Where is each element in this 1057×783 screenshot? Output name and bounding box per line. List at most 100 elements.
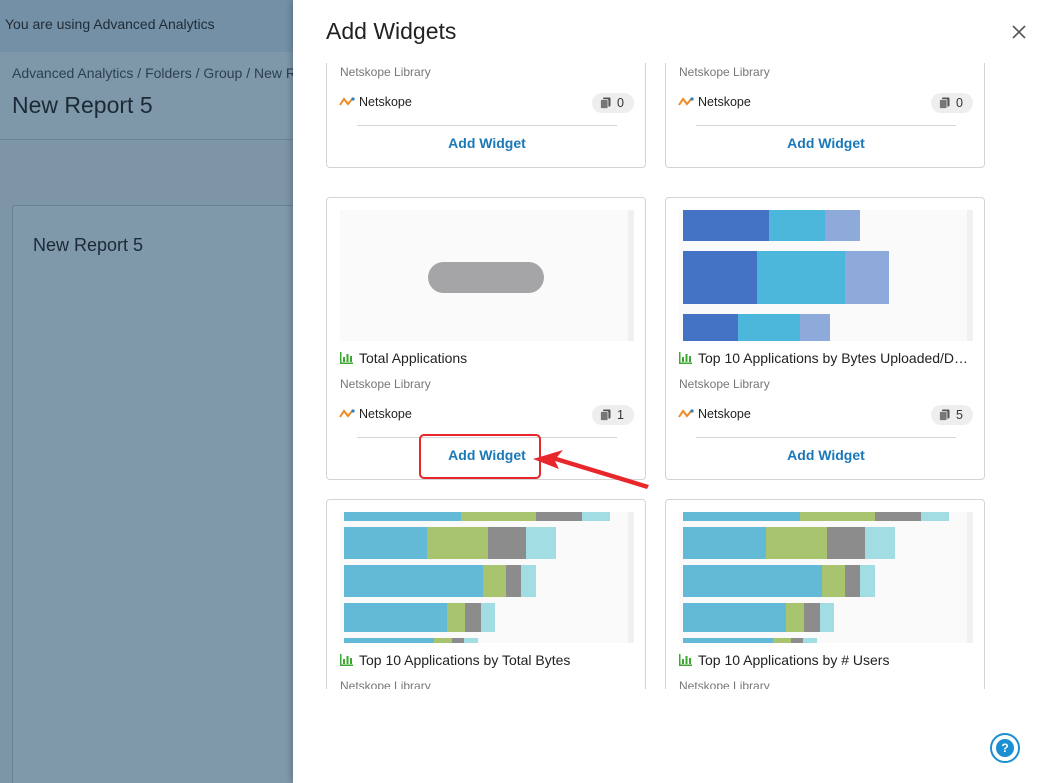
preview-bar <box>845 251 889 304</box>
preview-scrollbar <box>628 512 634 643</box>
preview-bar <box>791 638 803 643</box>
preview-bar <box>344 527 427 559</box>
preview-bar <box>827 527 865 559</box>
preview-bar <box>683 527 766 559</box>
card-brand-label: Netskope <box>359 95 412 109</box>
card-brand: Netskope <box>678 95 751 109</box>
preview-bar <box>344 638 434 643</box>
card-divider <box>357 125 617 126</box>
widget-preview <box>340 210 634 341</box>
usage-count-badge: 0 <box>592 93 634 113</box>
preview-bar <box>786 603 804 632</box>
copy-icon <box>939 97 950 109</box>
add-widget-button[interactable]: Add Widget <box>787 447 865 463</box>
preview-bar <box>875 512 921 521</box>
copy-icon <box>600 97 611 109</box>
card-title-text: Top 10 Applications by Bytes Uploaded/Do… <box>698 350 973 366</box>
add-widget-button[interactable]: Add Widget <box>448 447 526 463</box>
preview-bar <box>683 251 757 304</box>
preview-bar <box>683 512 800 521</box>
widget-card: Netskope Library Netskope 0 Add Widget <box>665 63 985 168</box>
preview-stacked-bar-chart <box>683 210 889 341</box>
page-header: Advanced Analytics / Folders / Group / N… <box>0 52 300 140</box>
preview-bar <box>820 603 834 632</box>
widget-card: Netskope Library Netskope 0 Add Widget <box>326 63 646 168</box>
preview-bar <box>773 638 791 643</box>
drawer-title: Add Widgets <box>326 18 457 44</box>
widget-list[interactable]: Netskope Library Netskope 0 Add Widget N… <box>293 63 1057 689</box>
preview-bar <box>683 638 773 643</box>
preview-bar <box>344 565 483 597</box>
preview-bar <box>344 603 447 632</box>
preview-bar <box>506 565 521 597</box>
add-widget-button[interactable]: Add Widget <box>448 135 526 151</box>
preview-bar <box>766 527 827 559</box>
preview-bar <box>465 603 481 632</box>
preview-bar <box>683 603 786 632</box>
annotation-highlight-box <box>419 434 541 479</box>
usage-count: 1 <box>617 408 624 422</box>
preview-bar <box>452 638 464 643</box>
preview-bar <box>344 512 461 521</box>
preview-bar <box>845 565 860 597</box>
card-brand-label: Netskope <box>698 95 751 109</box>
card-brand: Netskope <box>339 407 412 421</box>
bar-chart-icon <box>340 654 353 666</box>
preview-scrollbar <box>967 210 973 341</box>
widget-card-total-bytes: Top 10 Applications by Total Bytes Netsk… <box>326 499 646 689</box>
preview-bar <box>483 565 506 597</box>
preview-bar <box>464 638 478 643</box>
widget-preview <box>679 512 973 643</box>
widget-card-total-applications: Total Applications Netskope Library Nets… <box>326 197 646 480</box>
card-title: Top 10 Applications by Bytes Uploaded/Do… <box>679 350 973 366</box>
preview-bar <box>769 210 825 241</box>
preview-bar <box>921 512 949 521</box>
preview-bar <box>488 527 526 559</box>
bar-chart-icon <box>679 352 692 364</box>
preview-bar <box>447 603 465 632</box>
preview-bar <box>683 314 738 341</box>
card-brand: Netskope <box>678 407 751 421</box>
preview-bar <box>521 565 536 597</box>
help-icon: ? <box>996 739 1014 757</box>
card-title: Top 10 Applications by Total Bytes <box>340 652 634 668</box>
preview-bar <box>738 314 800 341</box>
preview-bar <box>822 565 845 597</box>
netskope-logo-icon <box>678 409 694 418</box>
copy-icon <box>939 409 950 421</box>
preview-bar <box>461 512 536 521</box>
usage-count-badge: 5 <box>931 405 973 425</box>
card-title: Total Applications <box>340 350 634 366</box>
close-button[interactable] <box>1007 20 1031 44</box>
widget-preview <box>340 512 634 643</box>
preview-scrollbar <box>967 512 973 643</box>
usage-count-badge: 1 <box>592 405 634 425</box>
preview-bar <box>757 251 845 304</box>
preview-scrollbar <box>628 210 634 341</box>
card-brand-label: Netskope <box>359 407 412 421</box>
preview-bar <box>536 512 582 521</box>
report-panel: New Report 5 <box>12 205 312 783</box>
preview-bar <box>427 527 488 559</box>
preview-bar <box>434 638 452 643</box>
add-widget-button[interactable]: Add Widget <box>787 135 865 151</box>
card-title-text: Top 10 Applications by Total Bytes <box>359 652 571 668</box>
preview-bar <box>825 210 860 241</box>
card-library: Netskope Library <box>340 679 431 689</box>
card-library: Netskope Library <box>679 679 770 689</box>
card-brand-label: Netskope <box>698 407 751 421</box>
page-title: New Report 5 <box>12 92 153 118</box>
widget-card-bytes-uploaded: Top 10 Applications by Bytes Uploaded/Do… <box>665 197 985 480</box>
help-button[interactable]: ? <box>990 733 1020 763</box>
widget-card-users: Top 10 Applications by # Users Netskope … <box>665 499 985 689</box>
breadcrumb[interactable]: Advanced Analytics / Folders / Group / N… <box>12 65 297 81</box>
copy-icon <box>600 409 611 421</box>
preview-bar <box>683 565 822 597</box>
preview-bar <box>481 603 495 632</box>
preview-bar <box>800 314 830 341</box>
card-library: Netskope Library <box>679 65 770 79</box>
card-divider <box>696 437 956 438</box>
netskope-logo-icon <box>678 97 694 106</box>
card-title: Top 10 Applications by # Users <box>679 652 973 668</box>
close-icon <box>1012 25 1026 39</box>
